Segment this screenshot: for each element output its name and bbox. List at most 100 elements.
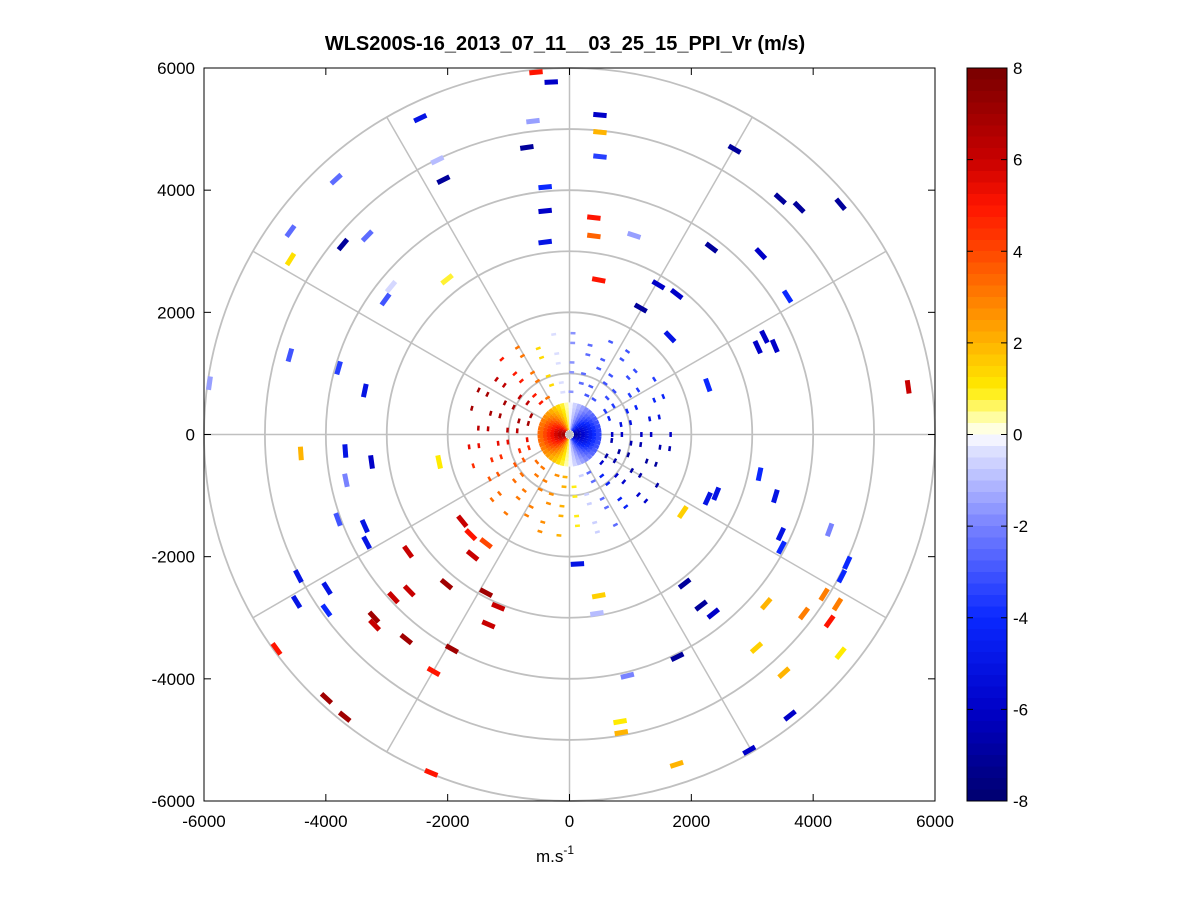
mid-cell <box>608 373 614 378</box>
core-cell <box>550 411 557 418</box>
mid-cell <box>635 491 642 498</box>
data-point <box>614 728 629 737</box>
mid-cell <box>584 393 590 398</box>
mid-cell <box>531 392 538 399</box>
x-axis-label-exponent: -1 <box>563 843 574 857</box>
data-point <box>519 143 534 151</box>
core-cell <box>576 411 582 418</box>
core-cell <box>583 439 590 445</box>
core-cell <box>560 456 566 463</box>
mid-cell <box>558 380 564 385</box>
core-cell <box>582 455 590 463</box>
core-cell <box>580 436 587 441</box>
data-point <box>529 69 543 76</box>
data-point <box>544 79 559 85</box>
data-point <box>359 518 370 534</box>
core-cell <box>557 447 563 454</box>
data-point <box>904 379 912 394</box>
mid-cell <box>525 437 529 443</box>
core-cell <box>573 428 579 433</box>
core-cell <box>589 421 597 427</box>
core-cell <box>545 416 553 423</box>
mid-cell <box>499 454 504 460</box>
mid-cell <box>537 487 544 492</box>
mid-cell <box>668 446 672 452</box>
data-point <box>368 618 382 632</box>
core-cell <box>553 448 559 455</box>
mid-cell <box>653 461 658 468</box>
data-point <box>703 377 713 393</box>
mid-cell <box>591 520 598 525</box>
mid-cell <box>511 478 517 484</box>
data-point <box>285 347 295 363</box>
chart-title: WLS200S-16_2013_07_11__03_25_15_PPI_Vr (… <box>325 33 805 55</box>
data-point <box>694 599 708 612</box>
mid-cell <box>496 440 500 446</box>
data-point <box>402 584 416 598</box>
data-point <box>367 610 381 624</box>
data-point <box>842 555 853 570</box>
mid-cell <box>523 513 530 518</box>
y-axis: 6000 4000 2000 0 -2000 -4000 -6000 <box>152 59 935 811</box>
mid-cell <box>603 505 610 510</box>
colorbar-tick-label: 4 <box>1013 242 1022 261</box>
mid-cell <box>533 472 540 478</box>
data-point <box>439 577 454 591</box>
mid-cell <box>599 459 605 466</box>
mid-cell <box>512 461 518 468</box>
mid-cell <box>612 522 619 528</box>
core-cell <box>574 406 580 414</box>
core-cell <box>563 413 567 420</box>
core-cell <box>573 418 579 425</box>
core-cell <box>543 419 551 426</box>
data-point <box>589 609 604 617</box>
core-cell <box>579 439 585 445</box>
data-point <box>834 646 847 660</box>
data-point <box>593 153 607 160</box>
mid-range-scatter <box>467 331 672 537</box>
data-point <box>633 302 648 314</box>
data-point <box>360 229 374 243</box>
core-cell <box>594 439 601 446</box>
core-cell <box>548 407 555 415</box>
core-cell <box>571 406 577 413</box>
mid-cell <box>588 384 594 389</box>
core-cell <box>584 437 591 442</box>
colorbar-tick-label: -8 <box>1013 792 1028 811</box>
core-cell <box>578 445 585 452</box>
mid-cell <box>623 504 629 510</box>
core-cell <box>572 427 578 432</box>
grid-ring <box>507 372 632 497</box>
mid-cell <box>619 421 623 428</box>
mid-cell <box>643 498 649 504</box>
mid-cell <box>554 473 560 478</box>
mid-cell <box>632 368 638 374</box>
mid-cell <box>518 378 525 384</box>
core-cell <box>573 436 579 441</box>
data-point <box>479 537 493 550</box>
mid-cell <box>517 394 523 400</box>
colorbar-tick-label: 0 <box>1013 426 1022 445</box>
data-point <box>727 143 742 155</box>
mid-cell <box>652 397 657 403</box>
core-cell <box>577 416 583 423</box>
data-point <box>342 473 350 488</box>
core-cell <box>555 445 561 452</box>
mid-cell <box>626 452 631 458</box>
mid-cell <box>519 353 526 359</box>
core-cell <box>551 456 559 464</box>
mid-cell <box>661 393 666 400</box>
x-tick-label: -2000 <box>426 812 469 831</box>
core-cell <box>540 417 548 424</box>
data-point <box>704 241 719 254</box>
mid-cell <box>519 471 525 478</box>
core-cell <box>588 450 596 457</box>
mid-cell <box>521 457 526 463</box>
core-cell <box>581 415 588 422</box>
core-cell <box>541 426 548 432</box>
y-tick-label: 4000 <box>157 181 195 200</box>
data-point <box>836 569 848 584</box>
core-cell <box>546 421 554 427</box>
colorbar-tick-label: -6 <box>1013 700 1028 719</box>
core-cell <box>579 438 586 443</box>
